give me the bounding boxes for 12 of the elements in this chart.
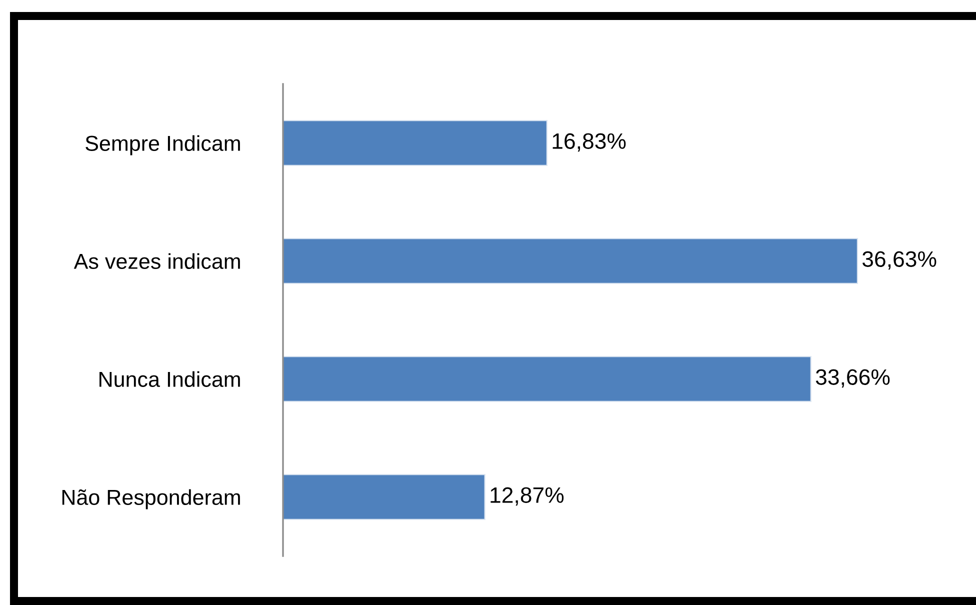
y-tick-label: Não Responderam xyxy=(62,489,240,510)
bar xyxy=(283,120,548,166)
data-label: 36,63% xyxy=(862,251,936,270)
y-tick-label: Nunca Indicam xyxy=(100,371,240,388)
data-label: 33,66% xyxy=(816,369,890,388)
bar xyxy=(283,356,812,402)
y-tick-label: Sempre Indicam xyxy=(86,135,240,156)
data-label: 16,83% xyxy=(552,133,626,152)
bar xyxy=(283,238,858,284)
y-tick-label: As vezes indicam xyxy=(74,253,240,270)
bar xyxy=(283,474,486,520)
data-label: 12,87% xyxy=(490,487,564,506)
